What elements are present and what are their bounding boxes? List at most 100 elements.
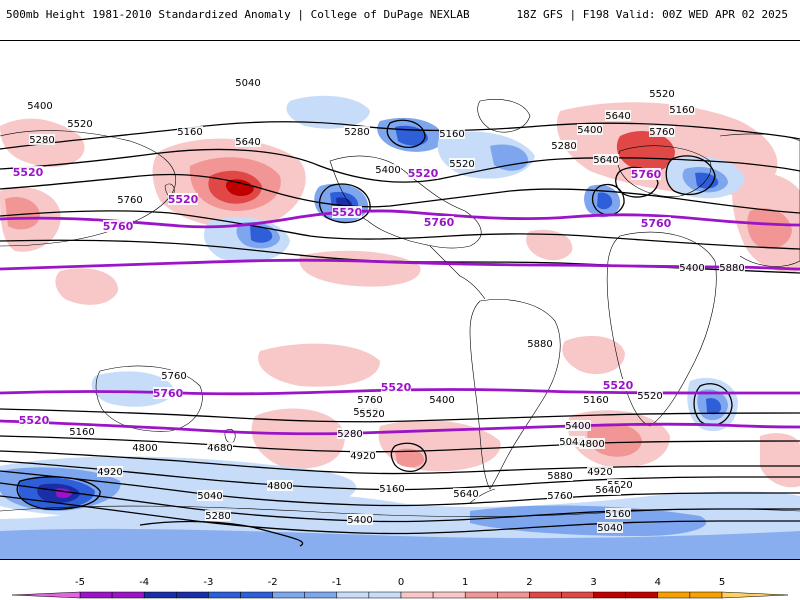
anomaly-colorbar: -5 -4 -3 -2 -1 0 1 2 3 4 5 (11, 577, 789, 599)
colorbar-segment (497, 591, 530, 599)
contour-label-bg (177, 126, 203, 137)
purple-contour-label: 5760 (631, 168, 662, 181)
contour-label: 4800 (579, 439, 604, 450)
contour-label: 5280 (29, 135, 54, 146)
colorbar-segment (529, 591, 562, 599)
coastline-new-zealand (224, 429, 236, 444)
coastline-asia (0, 130, 177, 247)
contour-label-bg (439, 128, 465, 139)
contour-label-bg (565, 420, 591, 431)
purple-label-bg (103, 220, 133, 232)
colorbar-tick-label: -3 (203, 577, 213, 588)
contour-label-bg (27, 100, 53, 111)
contour-label-bg (679, 262, 705, 273)
purple-contour-label: 5760 (153, 387, 184, 400)
colorbar-segment (176, 591, 209, 599)
contour-label-bg (267, 480, 293, 491)
colorbar-segment (111, 591, 145, 599)
contour-label: 5400 (577, 125, 602, 136)
contour-label-bg (347, 514, 373, 525)
anomaly-positive-blob (55, 268, 119, 305)
contour-label-bg (359, 408, 385, 419)
contour-label: 5880 (719, 263, 744, 274)
contour-label-bg (649, 88, 675, 99)
contour-label: 5160 (605, 509, 630, 520)
anomaly-positive-blob (258, 343, 380, 387)
contour-label-bg (69, 426, 95, 437)
colorbar-segment (657, 591, 691, 599)
contour-label-bg (449, 158, 475, 169)
contour-line (0, 482, 800, 523)
contour-label-bg (587, 466, 613, 477)
contour-line (0, 148, 800, 183)
contour-line (0, 173, 800, 214)
purple-contour-label: 5520 (168, 193, 199, 206)
colorbar-segment (625, 591, 659, 599)
anomaly-positive-blob (747, 208, 792, 249)
contour-label: 5760 (649, 127, 674, 138)
purple-contour-label: 5520 (19, 414, 50, 427)
contour-label-bg (551, 140, 577, 151)
purple-label-bg (603, 379, 633, 391)
contour-label: 5520 (649, 89, 674, 100)
contour-label-bg (669, 104, 695, 115)
contour-label-bg (235, 77, 261, 88)
contour-label-bg (649, 126, 675, 137)
purple-label-bg (641, 217, 671, 229)
contour-label-bg (597, 522, 623, 533)
contour-label: 5640 (605, 111, 630, 122)
contour-line (0, 460, 800, 491)
colorbar-segment (143, 591, 177, 599)
purple-label-bg (408, 167, 438, 179)
map-title: 500mb Height 1981-2010 Standardized Anom… (6, 8, 470, 21)
contour-label-bg (29, 134, 55, 145)
contour-labels: 5040540055205280516056405760528054005160… (27, 77, 745, 534)
coastline-central-america (429, 245, 486, 300)
contour-line (0, 435, 800, 453)
contour-label: 5160 (439, 129, 464, 140)
contour-5760-south (0, 388, 800, 396)
contour-label-bg (637, 390, 663, 401)
anomaly-positive-blob (526, 229, 573, 261)
contour-line (16, 476, 101, 510)
colorbar-segment (689, 591, 723, 599)
anomaly-shading (0, 95, 800, 559)
colorbar-tick-label: 3 (590, 577, 596, 588)
contour-label: 5400 (429, 395, 454, 406)
colorbar-segment (561, 591, 594, 599)
anomaly-positive-blob (562, 335, 625, 375)
purple-label-bg (19, 414, 49, 426)
purple-contour-label: 5520 (381, 381, 412, 394)
colorbar-tick-label: 0 (398, 577, 404, 588)
contour-label: 4920 (587, 467, 612, 478)
contour-label-bg (205, 510, 231, 521)
contour-label-bg (579, 438, 605, 449)
coastline-europe (617, 145, 712, 197)
colorbar-min-arrow (11, 591, 81, 599)
colorbar-tick-label: -2 (268, 577, 278, 588)
contour-label-bg (350, 450, 376, 461)
purple-label-bg (381, 381, 411, 393)
contour-label: 5400 (565, 421, 590, 432)
contour-line (0, 495, 800, 535)
contour-label: 4800 (267, 481, 292, 492)
colorbar-tick-label: 5 (719, 577, 725, 588)
purple-contour-label: 5520 (408, 167, 439, 180)
colorbar-tick-label: -4 (139, 577, 149, 588)
purple-contours (0, 209, 800, 436)
contour-line (319, 183, 371, 224)
contour-label: 5400 (375, 165, 400, 176)
contour-label: 4920 (97, 467, 122, 478)
purple-contour-label: 5760 (103, 220, 134, 233)
anomaly-negative-blob (490, 144, 529, 171)
contour-label: 5280 (551, 141, 576, 152)
colorbar-tick-label: -1 (332, 577, 342, 588)
contour-label-bg (547, 490, 573, 501)
colorbar-ticks: -5 -4 -3 -2 -1 0 1 2 3 4 5 (75, 577, 725, 588)
coastline-asia-east (719, 133, 800, 267)
contour-line (386, 119, 426, 148)
contour-line (0, 210, 800, 250)
contour-label: 5760 (117, 195, 142, 206)
colorbar-segment (464, 591, 498, 599)
